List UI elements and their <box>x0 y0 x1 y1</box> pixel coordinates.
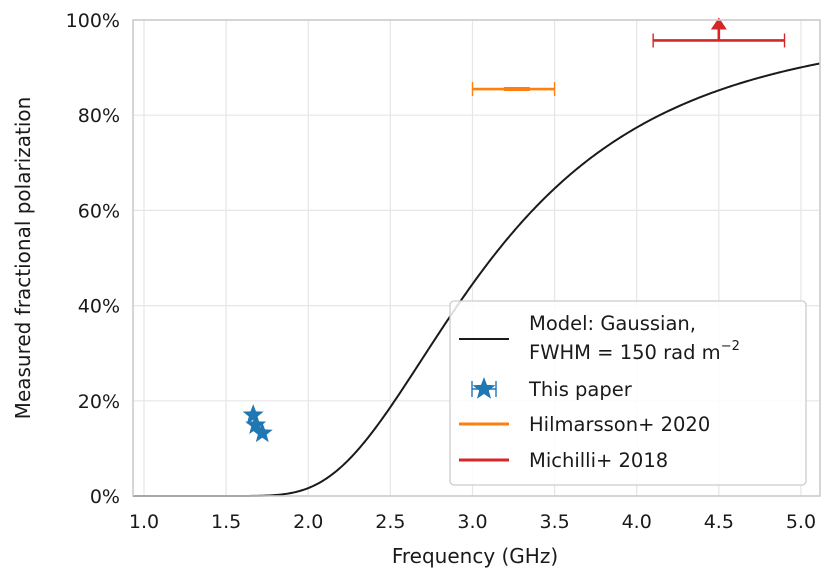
this-paper-star-point <box>251 422 273 443</box>
x-tick-label: 1.0 <box>129 511 159 533</box>
y-tick-label: 60% <box>78 200 120 222</box>
legend-box <box>449 300 807 486</box>
legend-michilli-label: Michilli+ 2018 <box>529 449 668 472</box>
data-points <box>242 17 786 443</box>
michilli-lower-limit-arrow-icon <box>710 17 727 30</box>
y-axis-label: Measured fractional polarization <box>11 97 35 420</box>
y-tick-label: 80% <box>78 105 120 127</box>
y-tick-label: 40% <box>78 296 120 318</box>
x-tick-label: 5.0 <box>786 511 816 533</box>
x-tick-label: 2.0 <box>293 511 323 533</box>
x-axis-label: Frequency (GHz) <box>392 544 558 568</box>
x-tick-label: 4.5 <box>704 511 734 533</box>
x-tick-label: 4.0 <box>622 511 652 533</box>
x-tick-label: 3.0 <box>457 511 487 533</box>
y-tick-label: 0% <box>90 486 120 508</box>
x-tick-labels: 1.0 1.5 2.0 2.5 3.0 3.5 4.0 4.5 5.0 <box>129 511 816 533</box>
x-tick-label: 2.5 <box>375 511 405 533</box>
legend-model-label-line2: FWHM = 150 rad m−2 <box>529 339 740 364</box>
this-paper-star-point <box>242 404 264 424</box>
legend-hilmarsson-label: Hilmarsson+ 2020 <box>529 413 710 436</box>
this-paper-star-point <box>245 414 267 434</box>
plot-frame <box>132 19 821 497</box>
legend: Model: Gaussian, FWHM = 150 rad m−2 This… <box>449 300 807 486</box>
y-tick-labels: 0% 20% 40% 60% 80% 100% <box>66 10 120 508</box>
legend-model-label-sup: −2 <box>721 339 740 354</box>
x-tick-label: 3.5 <box>539 511 569 533</box>
legend-this-paper-star-icon <box>471 377 497 399</box>
grid <box>133 19 820 497</box>
legend-model-label-line1: Model: Gaussian, <box>529 312 696 335</box>
legend-this-paper-label: This paper <box>528 378 633 401</box>
x-tick-label: 1.5 <box>211 511 241 533</box>
legend-model-label-main: FWHM = 150 rad m <box>529 341 721 364</box>
y-tick-label: 20% <box>78 391 120 413</box>
legend-star-marker <box>472 377 496 399</box>
y-tick-label: 100% <box>66 10 120 32</box>
